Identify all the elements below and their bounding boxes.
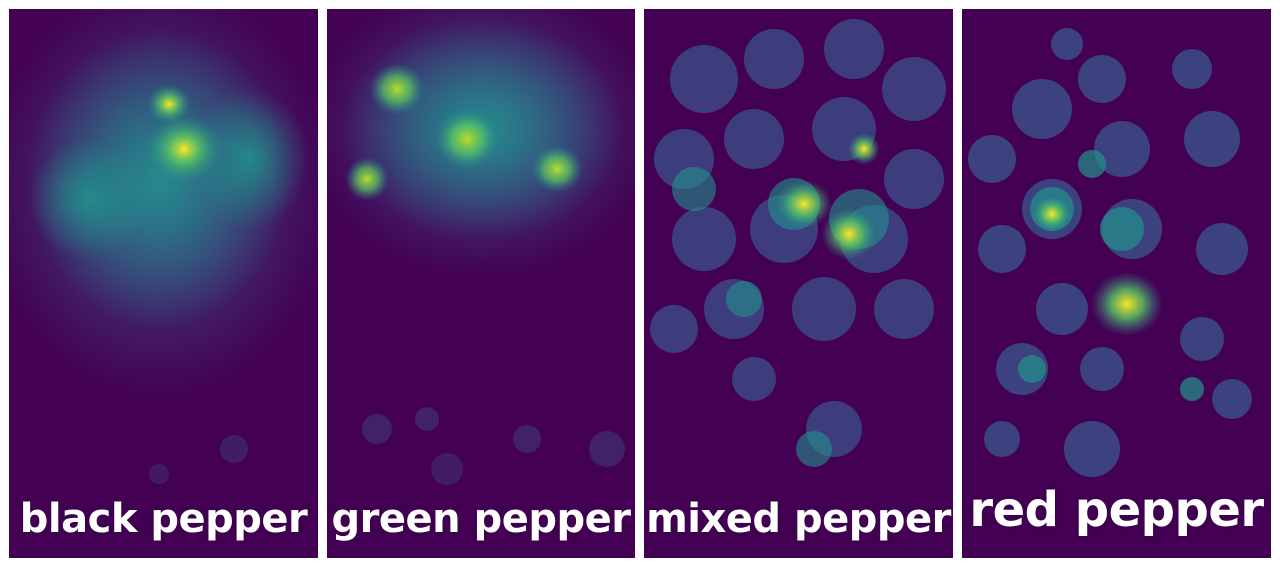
panel-mixed-pepper: mixed pepper (644, 9, 953, 558)
panel-red-pepper: red pepper (962, 9, 1271, 558)
panel-green-pepper: green pepper (327, 9, 635, 558)
heatmap-green-pepper (327, 9, 635, 485)
panel-black-pepper: black pepper (9, 9, 318, 558)
panel-label: black pepper (19, 496, 308, 542)
heatmap-red-pepper (968, 28, 1252, 477)
panel-label: mixed pepper (646, 496, 951, 542)
heatmap-mixed-pepper (650, 19, 946, 467)
panel-label: red pepper (969, 482, 1264, 538)
heatmap-black-pepper (9, 9, 318, 484)
panel-label: green pepper (331, 496, 631, 542)
